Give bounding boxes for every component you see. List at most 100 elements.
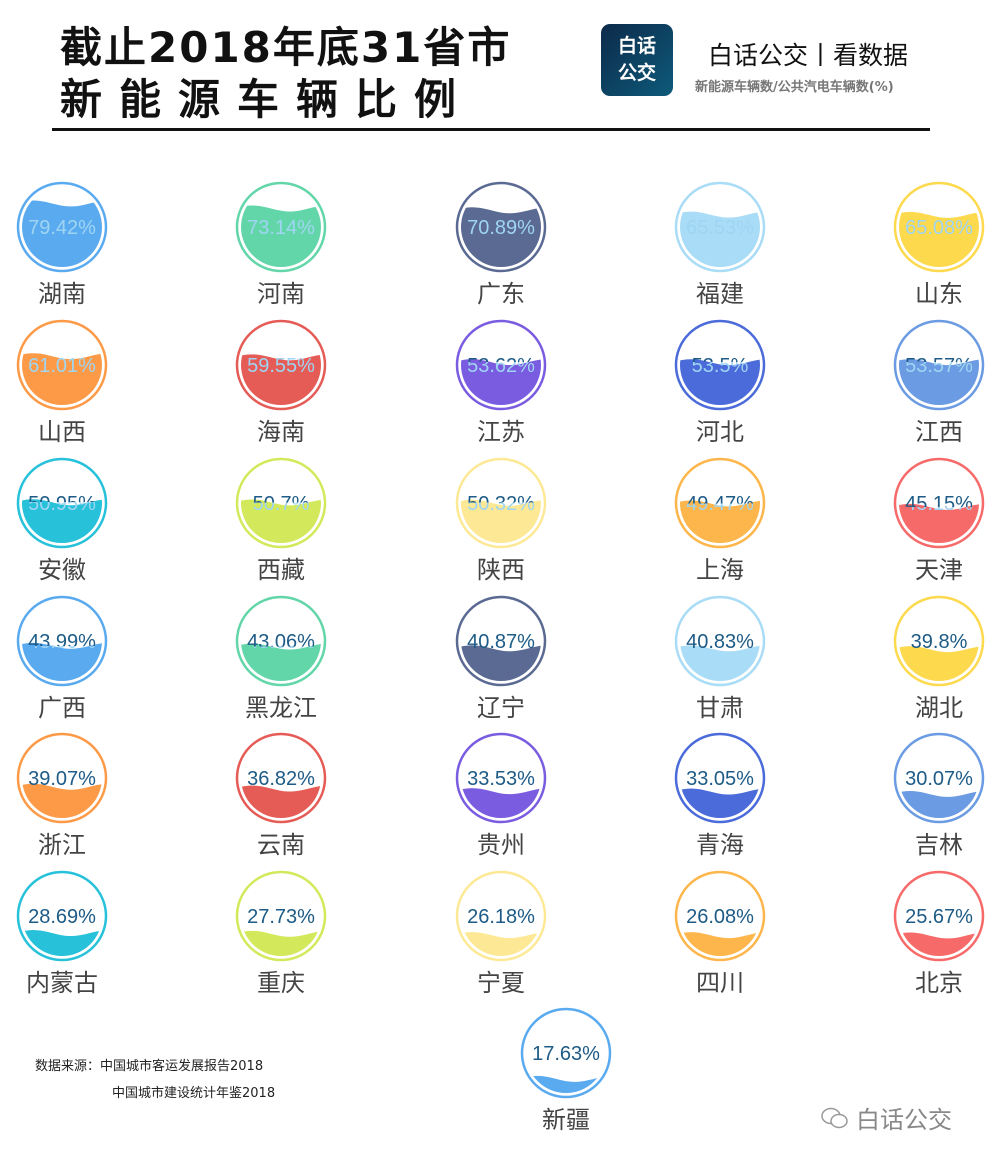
- value-label: 28.69%: [28, 906, 96, 928]
- gauge-16: 43.06% 黑龙江: [235, 595, 327, 722]
- liquid-fill: [461, 207, 541, 267]
- province-label: 重庆: [257, 969, 305, 997]
- value-label: 43.06%: [247, 631, 315, 653]
- province-label: 江苏: [477, 418, 525, 446]
- province-label: 安徽: [38, 556, 86, 584]
- value-label: 39.8%: [911, 631, 968, 653]
- gauge-ring: [674, 181, 766, 273]
- gauge-ring: [235, 595, 327, 687]
- value-label: 50.95%: [28, 493, 96, 515]
- gauge-ring: [235, 732, 327, 824]
- gauge-6: 59.55% 海南: [235, 319, 327, 446]
- gauge-ring: [455, 181, 547, 273]
- gauge-9: 53.57% 江西: [893, 319, 985, 446]
- value-label: 40.87%: [467, 631, 535, 653]
- value-label: 33.05%: [686, 768, 754, 790]
- gauge-ring: [16, 457, 108, 549]
- liquid-fill: [680, 211, 760, 267]
- gauge-8: 53.5% 河北: [674, 319, 766, 446]
- gauge-ring: [674, 319, 766, 411]
- gauge-18: 40.83% 甘肃: [674, 595, 766, 722]
- gauge-13: 49.47% 上海: [674, 457, 766, 584]
- gauge-ring: [674, 732, 766, 824]
- gauge-ring: [893, 732, 985, 824]
- gauge-21: 36.82% 云南: [235, 732, 327, 859]
- value-label: 61.01%: [28, 355, 96, 377]
- value-label: 40.83%: [686, 631, 754, 653]
- gauge-0: 79.42% 湖南: [16, 181, 108, 308]
- gauge-ring: [235, 181, 327, 273]
- province-label: 广东: [477, 280, 525, 308]
- province-label: 甘肃: [696, 694, 744, 722]
- province-label: 西藏: [257, 556, 305, 584]
- gauge-ring: [674, 457, 766, 549]
- gauge-17: 40.87% 辽宁: [455, 595, 547, 722]
- title-line-2: 新能源车辆比例: [60, 75, 474, 124]
- liquid-fill: [241, 499, 321, 543]
- liquid-fill: [22, 499, 102, 543]
- gauge-12: 50.32% 陕西: [455, 457, 547, 584]
- gauge-3: 65.53% 福建: [674, 181, 766, 308]
- wechat-icon: [821, 1107, 848, 1128]
- gauge-28: 26.08% 四川: [674, 870, 766, 997]
- gauge-ring: [455, 870, 547, 962]
- province-label: 四川: [696, 969, 744, 997]
- province-label: 北京: [915, 969, 963, 997]
- chart-subtitle: 新能源车辆数/公共汽电车辆数(%): [695, 80, 894, 95]
- logo-text-1: 白话: [617, 35, 656, 57]
- gauge-ring: [455, 595, 547, 687]
- province-label: 青海: [696, 831, 744, 859]
- gauge-ring: [16, 181, 108, 273]
- gauge-ring: [893, 457, 985, 549]
- liquid-fill: [680, 359, 760, 405]
- province-label: 天津: [915, 556, 963, 584]
- province-label: 宁夏: [477, 969, 525, 997]
- gauge-4: 65.08% 山东: [893, 181, 985, 308]
- header-divider: [52, 128, 930, 131]
- province-label: 新疆: [542, 1106, 590, 1134]
- gauge-ring: [455, 319, 547, 411]
- province-label: 河南: [257, 280, 305, 308]
- province-label: 河北: [696, 418, 744, 446]
- gauge-15: 43.99% 广西: [16, 595, 108, 722]
- value-label: 70.89%: [467, 217, 535, 239]
- liquid-fill: [241, 354, 321, 405]
- liquid-fill: [899, 359, 979, 405]
- gauge-ring: [674, 870, 766, 962]
- gauge-7: 53.62% 江苏: [455, 319, 547, 446]
- gauge-30: 17.63% 新疆: [520, 1007, 612, 1134]
- gauge-ring: [16, 870, 108, 962]
- gauge-20: 39.07% 浙江: [16, 732, 108, 859]
- value-label: 59.55%: [247, 355, 315, 377]
- province-label: 山西: [38, 418, 86, 446]
- value-label: 25.67%: [905, 906, 973, 928]
- province-label: 山东: [915, 280, 963, 308]
- gauge-25: 28.69% 内蒙古: [16, 870, 108, 997]
- gauge-11: 50.7% 西藏: [235, 457, 327, 584]
- province-label: 吉林: [915, 831, 963, 859]
- liquid-fill: [241, 785, 321, 818]
- liquid-fill: [526, 1075, 606, 1093]
- gauge-ring: [893, 181, 985, 273]
- value-label: 45.15%: [905, 493, 973, 515]
- value-label: 30.07%: [905, 768, 973, 790]
- province-label: 海南: [257, 418, 305, 446]
- liquid-fill: [461, 359, 541, 405]
- value-label: 26.18%: [467, 906, 535, 928]
- province-label: 湖北: [915, 694, 963, 722]
- province-label: 湖南: [38, 280, 86, 308]
- gauge-5: 61.01% 山西: [16, 319, 108, 446]
- value-label: 53.62%: [467, 355, 535, 377]
- gauge-ring: [893, 870, 985, 962]
- liquid-fill: [899, 211, 979, 267]
- province-label: 广西: [38, 694, 86, 722]
- gauge-ring: [16, 732, 108, 824]
- value-label: 53.5%: [692, 355, 749, 377]
- gauge-1: 73.14% 河南: [235, 181, 327, 308]
- logo-text-2: 公交: [617, 62, 656, 84]
- gauge-ring: [893, 595, 985, 687]
- value-label: 53.57%: [905, 355, 973, 377]
- province-label: 陕西: [477, 556, 525, 584]
- gauge-ring: [235, 457, 327, 549]
